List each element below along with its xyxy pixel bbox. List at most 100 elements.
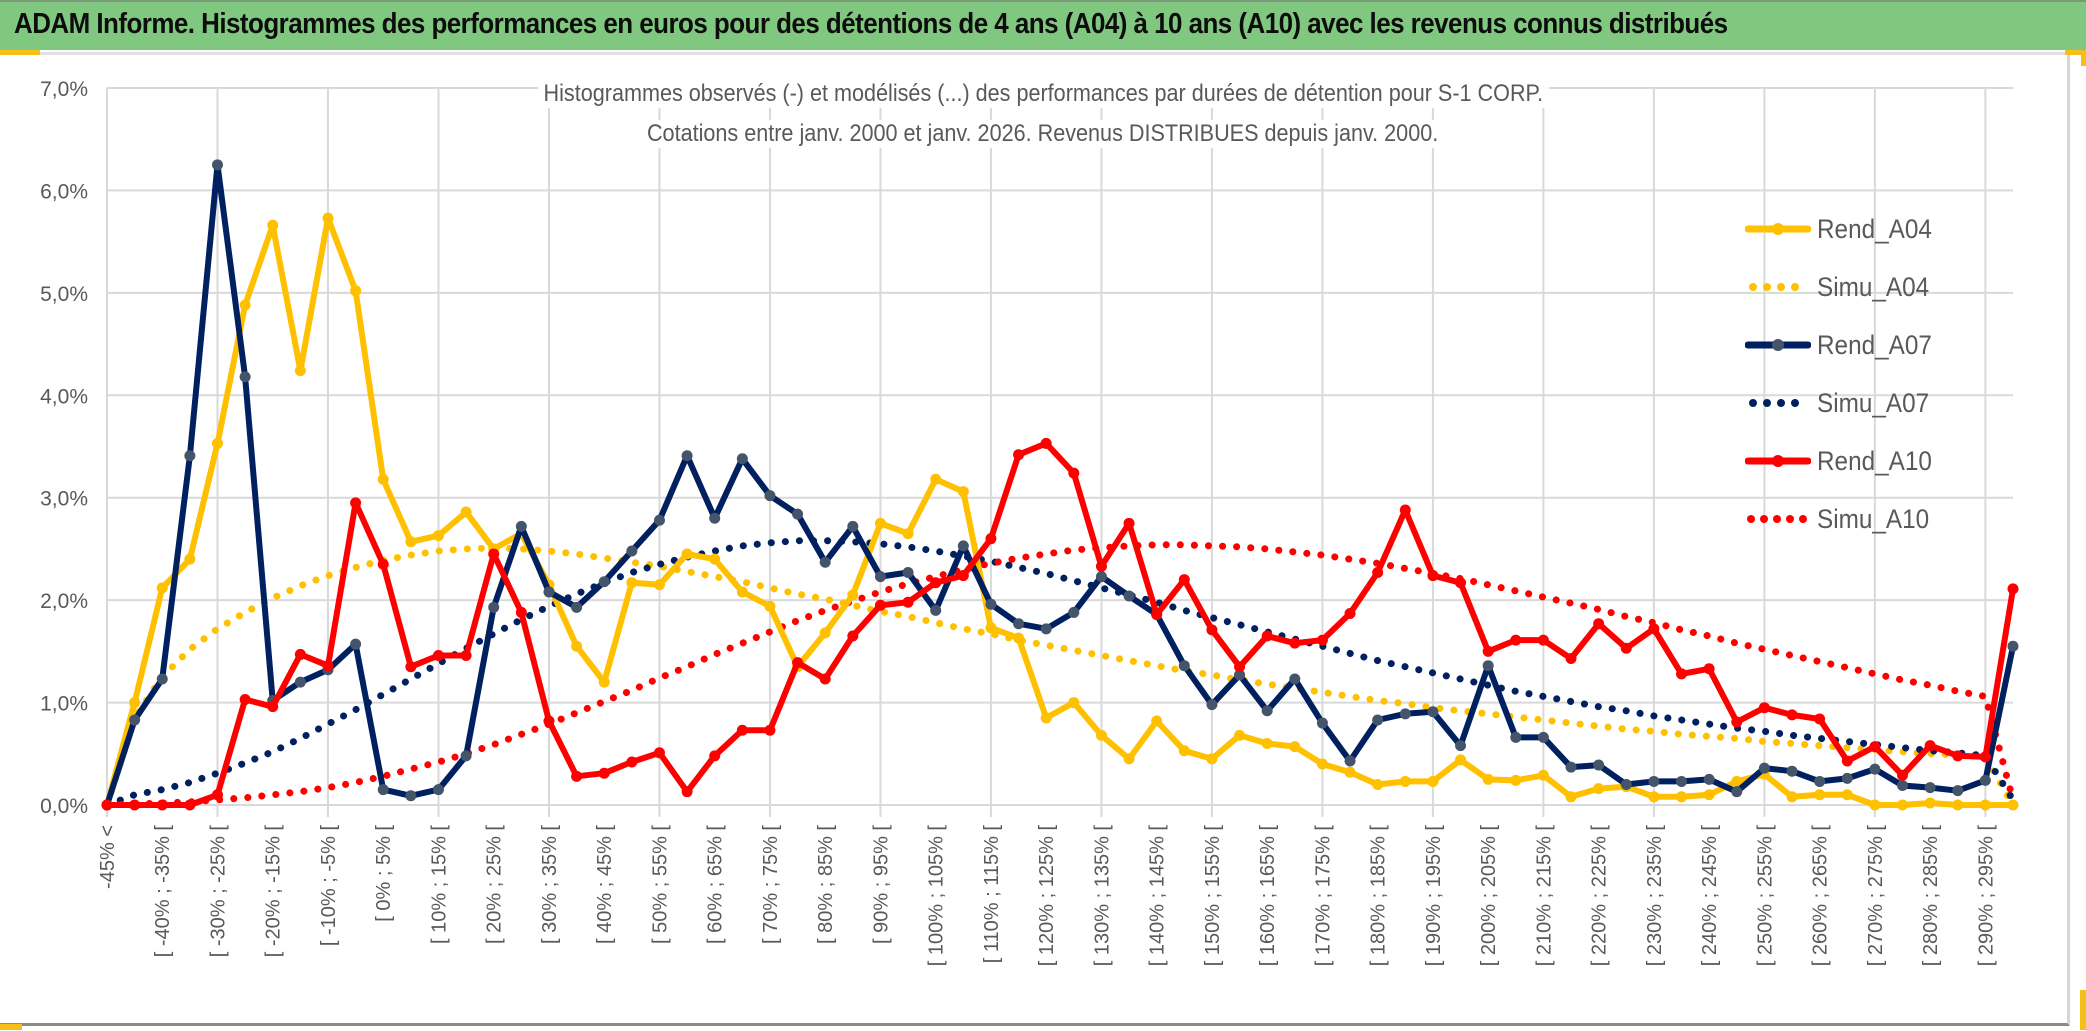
legend-item-rend-a07[interactable]: Rend_A07 <box>1745 316 1975 374</box>
data-point[interactable] <box>1979 751 1991 763</box>
data-point[interactable] <box>156 582 168 594</box>
data-point[interactable] <box>377 784 389 796</box>
data-point[interactable] <box>1648 791 1660 803</box>
data-point[interactable] <box>2007 583 2019 595</box>
data-point[interactable] <box>1123 517 1135 529</box>
data-point[interactable] <box>267 701 279 713</box>
data-point[interactable] <box>736 453 748 465</box>
data-point[interactable] <box>1482 645 1494 657</box>
data-point[interactable] <box>294 676 306 688</box>
data-point[interactable] <box>764 490 776 502</box>
data-point[interactable] <box>736 586 748 598</box>
data-point[interactable] <box>1979 799 1991 811</box>
data-point[interactable] <box>598 676 610 688</box>
data-point[interactable] <box>709 553 721 565</box>
data-point[interactable] <box>957 486 969 498</box>
data-point[interactable] <box>1703 773 1715 785</box>
data-point[interactable] <box>156 673 168 685</box>
data-point[interactable] <box>764 724 776 736</box>
data-point[interactable] <box>1068 697 1080 709</box>
data-point[interactable] <box>1758 702 1770 714</box>
data-point[interactable] <box>1040 623 1052 635</box>
legend-item-simu-a04[interactable]: Simu_A04 <box>1745 258 1975 316</box>
data-point[interactable] <box>211 789 223 801</box>
data-point[interactable] <box>1234 661 1246 673</box>
data-point[interactable] <box>350 638 362 650</box>
data-point[interactable] <box>1676 791 1688 803</box>
data-point[interactable] <box>377 558 389 570</box>
data-point[interactable] <box>1289 673 1301 685</box>
data-point[interactable] <box>1013 618 1025 630</box>
data-point[interactable] <box>1234 669 1246 681</box>
data-point[interactable] <box>681 450 693 462</box>
data-point[interactable] <box>1786 765 1798 777</box>
data-point[interactable] <box>1676 668 1688 680</box>
data-point[interactable] <box>1372 714 1384 726</box>
data-point[interactable] <box>985 598 997 610</box>
data-point[interactable] <box>598 576 610 588</box>
data-point[interactable] <box>1427 775 1439 787</box>
data-point[interactable] <box>1178 574 1190 586</box>
data-point[interactable] <box>543 715 555 727</box>
data-point[interactable] <box>874 599 886 611</box>
data-point[interactable] <box>902 596 914 608</box>
data-point[interactable] <box>1869 763 1881 775</box>
data-point[interactable] <box>432 784 444 796</box>
data-point[interactable] <box>1565 761 1577 773</box>
data-point[interactable] <box>2007 640 2019 652</box>
data-point[interactable] <box>350 285 362 297</box>
data-point[interactable] <box>1814 713 1826 725</box>
data-point[interactable] <box>1897 799 1909 811</box>
data-point[interactable] <box>598 767 610 779</box>
data-point[interactable] <box>1869 741 1881 753</box>
legend-item-simu-a10[interactable]: Simu_A10 <box>1745 490 1975 548</box>
data-point[interactable] <box>930 577 942 589</box>
data-point[interactable] <box>1565 791 1577 803</box>
data-point[interactable] <box>1924 797 1936 809</box>
data-point[interactable] <box>1344 607 1356 619</box>
data-point[interactable] <box>874 571 886 583</box>
data-point[interactable] <box>322 212 334 224</box>
data-point[interactable] <box>1151 715 1163 727</box>
data-point[interactable] <box>322 660 334 672</box>
data-point[interactable] <box>1068 606 1080 618</box>
data-point[interactable] <box>1316 634 1328 646</box>
data-point[interactable] <box>1095 571 1107 583</box>
data-point[interactable] <box>847 589 859 601</box>
data-point[interactable] <box>709 750 721 762</box>
data-point[interactable] <box>1178 660 1190 672</box>
data-point[interactable] <box>626 545 638 557</box>
data-point[interactable] <box>1924 740 1936 752</box>
data-point[interactable] <box>1593 618 1605 630</box>
legend-item-rend-a04[interactable]: Rend_A04 <box>1745 200 1975 258</box>
data-point[interactable] <box>792 508 804 520</box>
data-point[interactable] <box>1344 766 1356 778</box>
data-point[interactable] <box>1261 738 1273 750</box>
data-point[interactable] <box>626 756 638 768</box>
data-point[interactable] <box>764 600 776 612</box>
data-point[interactable] <box>819 556 831 568</box>
data-point[interactable] <box>1289 637 1301 649</box>
data-point[interactable] <box>930 604 942 616</box>
data-point[interactable] <box>1703 663 1715 675</box>
data-point[interactable] <box>294 365 306 377</box>
data-point[interactable] <box>239 371 251 383</box>
data-point[interactable] <box>1234 729 1246 741</box>
data-point[interactable] <box>1344 755 1356 767</box>
data-point[interactable] <box>1455 577 1467 589</box>
legend-item-rend-a10[interactable]: Rend_A10 <box>1745 432 1975 490</box>
data-point[interactable] <box>1620 779 1632 791</box>
data-point[interactable] <box>1455 740 1467 752</box>
data-point[interactable] <box>267 219 279 231</box>
data-point[interactable] <box>1095 560 1107 572</box>
data-point[interactable] <box>1593 783 1605 795</box>
data-point[interactable] <box>1455 754 1467 766</box>
data-point[interactable] <box>571 770 583 782</box>
data-point[interactable] <box>1924 782 1936 794</box>
data-point[interactable] <box>653 514 665 526</box>
data-point[interactable] <box>1482 773 1494 785</box>
data-point[interactable] <box>515 606 527 618</box>
data-point[interactable] <box>129 714 141 726</box>
data-point[interactable] <box>239 693 251 705</box>
data-point[interactable] <box>1151 608 1163 620</box>
